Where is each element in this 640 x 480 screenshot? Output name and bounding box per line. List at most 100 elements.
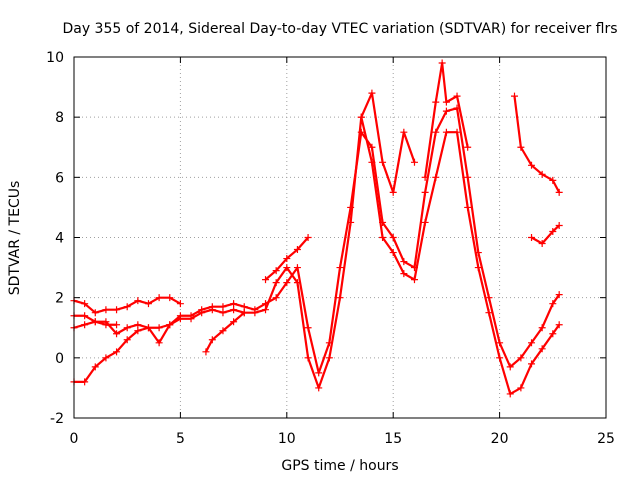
data-point [230, 300, 238, 308]
series-trace [73, 116, 561, 396]
x-tick-label: 0 [70, 431, 79, 447]
data-point [240, 303, 248, 311]
data-point [91, 318, 99, 326]
data-point [485, 294, 493, 302]
data-point [102, 306, 110, 314]
data-point [400, 128, 408, 136]
y-axis-label: SDTVAR / TECUs [7, 181, 23, 296]
data-point [315, 384, 323, 392]
data-point [166, 321, 174, 329]
data-point [379, 158, 387, 166]
data-point [123, 324, 131, 332]
data-point [368, 158, 376, 166]
data-point [113, 306, 121, 314]
data-point [538, 170, 546, 178]
data-point [379, 234, 387, 241]
y-tick-label: 2 [55, 291, 64, 307]
x-tick-label: 25 [597, 431, 615, 447]
series-trace [513, 95, 561, 193]
series-track-e [202, 309, 248, 356]
data-point [134, 321, 142, 329]
data-point [187, 315, 195, 323]
data-point [400, 258, 408, 266]
data-point [113, 321, 121, 329]
data-point [208, 306, 216, 314]
y-tick-label: -2 [50, 411, 64, 427]
data-point [555, 188, 563, 196]
chart-data-points [70, 59, 563, 398]
data-point [283, 255, 291, 263]
data-point [81, 312, 89, 320]
x-tick-label: 20 [491, 431, 509, 447]
data-point [528, 161, 536, 169]
data-point [464, 143, 472, 151]
data-point [325, 354, 333, 362]
data-point [389, 234, 397, 241]
x-axis-label: GPS time / hours [281, 458, 398, 474]
y-tick-label: 4 [55, 231, 64, 247]
data-point [442, 128, 450, 136]
data-point [219, 303, 227, 311]
data-point [453, 92, 461, 100]
data-point [432, 173, 440, 181]
data-point [102, 354, 110, 362]
data-point [198, 309, 206, 317]
data-point [389, 188, 397, 196]
data-point [347, 218, 355, 226]
data-point [113, 330, 121, 338]
series-track-g [357, 89, 418, 196]
chart-ticks: 0 5 10 15 20 25 -2 0 2 4 6 8 10 [46, 50, 615, 447]
data-point [81, 378, 89, 386]
data-point [538, 324, 546, 332]
data-point [421, 188, 429, 196]
data-point [555, 321, 563, 329]
data-point [283, 264, 291, 272]
data-point [91, 363, 99, 371]
series-track-h [421, 59, 472, 181]
data-point [81, 300, 89, 308]
series-track-c [70, 104, 563, 386]
data-point [538, 345, 546, 353]
data-point [549, 176, 557, 184]
data-point [506, 390, 514, 398]
y-tick-label: 10 [46, 50, 64, 66]
data-point [272, 294, 280, 302]
data-point [357, 113, 365, 121]
data-point [432, 128, 440, 136]
data-point [91, 309, 99, 317]
data-point [208, 336, 216, 344]
data-point [304, 234, 312, 241]
data-point [123, 303, 131, 311]
data-point [219, 327, 227, 335]
data-point [528, 234, 536, 241]
data-point [506, 363, 514, 371]
data-point [144, 324, 152, 332]
data-point [251, 309, 259, 317]
data-point [144, 300, 152, 308]
data-point [293, 246, 301, 254]
series-trace [530, 224, 560, 245]
data-point [421, 218, 429, 226]
data-point [293, 264, 301, 272]
data-point [304, 324, 312, 332]
data-point [474, 264, 482, 272]
data-point [155, 339, 163, 347]
data-point [102, 318, 110, 326]
data-point [421, 173, 429, 181]
data-point [176, 300, 184, 308]
data-point [528, 339, 536, 347]
data-point [315, 369, 323, 377]
data-point [517, 143, 525, 151]
data-point [219, 309, 227, 317]
data-point [517, 384, 525, 392]
data-point [549, 330, 557, 338]
data-point [134, 297, 142, 305]
data-point [272, 279, 280, 287]
y-tick-label: 8 [55, 110, 64, 126]
data-point [442, 107, 450, 115]
data-point [410, 158, 418, 166]
data-point [496, 339, 504, 347]
data-point [438, 59, 446, 67]
data-point [134, 327, 142, 335]
